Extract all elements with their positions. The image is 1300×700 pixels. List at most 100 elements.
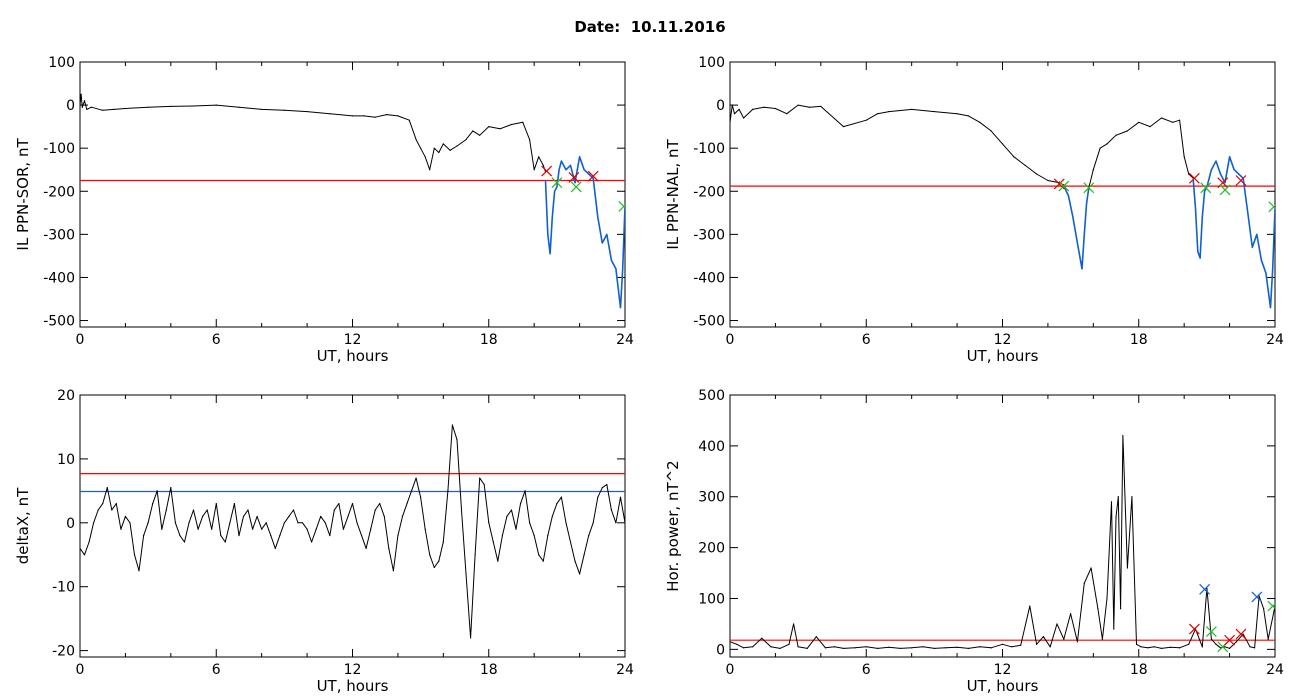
data-point: [911, 647, 913, 649]
data-point: [410, 490, 413, 492]
data-point: [911, 108, 913, 110]
data-point: [1020, 644, 1022, 646]
data-point: [1201, 216, 1203, 218]
data-point: [556, 503, 558, 505]
y-tick-label: 0: [66, 516, 75, 532]
data-point: [1263, 608, 1265, 610]
data-point: [1179, 647, 1181, 649]
series-line-1: [730, 104, 1065, 186]
data-point: [542, 560, 544, 562]
data-point: [606, 483, 608, 486]
data-point: [524, 490, 526, 492]
data-point: [979, 121, 981, 123]
data-point: [574, 182, 576, 184]
x-axis-label: UT, hours: [317, 677, 389, 695]
data-point: [152, 503, 154, 505]
y-tick-label: 20: [57, 388, 75, 404]
data-point: [774, 107, 777, 110]
data-point: [383, 515, 385, 518]
y-tick-label: 400: [698, 439, 725, 455]
data-point: [1083, 233, 1085, 235]
series-line-1: [80, 424, 625, 639]
y-tick-label: 0: [716, 642, 725, 658]
data-point: [83, 100, 86, 102]
data-point: [1090, 567, 1092, 569]
data-point: [979, 646, 981, 648]
data-point: [415, 138, 417, 141]
data-point: [438, 151, 440, 154]
data-point: [479, 134, 481, 136]
data-point: [990, 130, 992, 132]
data-point: [610, 509, 612, 511]
data-point: [356, 522, 358, 524]
data-point: [588, 173, 590, 175]
data-point: [731, 104, 733, 106]
data-point: [797, 646, 799, 648]
y-tick-label: -400: [693, 270, 725, 286]
data-point: [469, 637, 472, 639]
data-point: [433, 147, 435, 149]
data-point: [506, 515, 508, 518]
data-point: [1274, 605, 1275, 607]
data-point: [1076, 242, 1079, 244]
data-point: [547, 233, 549, 235]
data-point: [1179, 119, 1181, 121]
data-point: [1265, 272, 1267, 274]
data-point: [601, 242, 603, 244]
data-point: [156, 490, 158, 492]
series-line-1: [80, 93, 546, 173]
data-point: [86, 108, 88, 110]
data-point: [492, 541, 494, 543]
data-point: [283, 522, 285, 524]
data-point: [488, 522, 490, 524]
data-point: [888, 110, 890, 113]
y-tick-label: 100: [698, 55, 725, 71]
event-marker: [1199, 583, 1211, 595]
data-point: [1029, 605, 1031, 607]
plot-frame: [729, 61, 1276, 328]
data-point: [465, 573, 467, 575]
data-point: [1160, 117, 1163, 119]
data-point: [238, 106, 240, 108]
y-tick-label: 200: [698, 541, 725, 557]
data-point: [188, 522, 190, 524]
data-point: [215, 104, 217, 106]
data-point: [274, 547, 276, 549]
data-point: [360, 534, 363, 537]
data-point: [1083, 582, 1085, 584]
data-point: [583, 169, 585, 171]
data-point: [1063, 638, 1065, 640]
data-point: [438, 560, 440, 562]
data-point: [538, 554, 540, 556]
data-point: [1097, 608, 1099, 610]
data-point: [456, 145, 458, 147]
data-point: [315, 528, 317, 530]
data-point: [770, 646, 772, 648]
data-point: [1194, 207, 1197, 210]
data-point: [211, 528, 213, 530]
data-point: [147, 106, 149, 108]
event-marker: [1224, 634, 1236, 646]
data-point: [619, 307, 622, 309]
x-tick-label: 6: [862, 332, 871, 348]
data-point: [497, 560, 499, 562]
data-point: [1115, 516, 1117, 518]
data-point: [379, 503, 381, 505]
data-point: [529, 522, 531, 524]
data-point: [1249, 646, 1251, 648]
data-point: [388, 547, 390, 549]
data-point: [142, 534, 145, 537]
data-point: [597, 496, 599, 498]
data-point: [877, 113, 879, 115]
data-point: [88, 541, 90, 543]
data-point: [510, 123, 513, 126]
event-marker: [551, 177, 563, 189]
data-point: [406, 503, 408, 505]
y-tick-label: -300: [693, 227, 725, 243]
data-point: [547, 534, 549, 537]
data-point: [738, 108, 740, 110]
plot-frame: [79, 61, 626, 328]
data-point: [1138, 121, 1140, 123]
data-point: [1122, 435, 1124, 437]
data-point: [460, 509, 463, 511]
